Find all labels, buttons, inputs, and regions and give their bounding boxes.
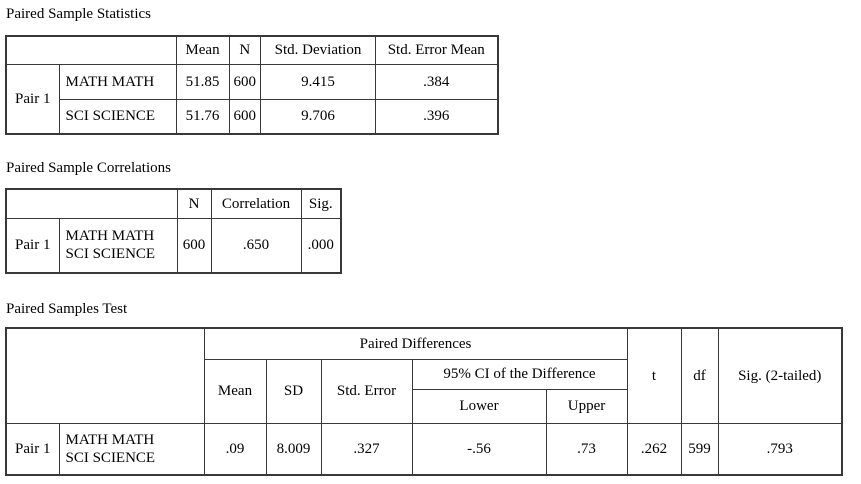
statistics-title: Paired Sample Statistics [6, 6, 151, 22]
sig-value: .793 [717, 422, 843, 476]
test-header-sd: SD [265, 358, 322, 424]
correlations-table: N Correlation Sig. Pair 1 MATH MATH SCI … [5, 188, 342, 274]
test-table: Paired Differences t df Sig. (2-tailed) … [5, 327, 843, 476]
statistics-header-std-error-mean: Std. Error Mean [375, 35, 498, 65]
test-header-std-error: Std. Error [320, 358, 413, 424]
statistics-table: Mean N Std. Deviation Std. Error Mean Pa… [5, 35, 499, 135]
variable-label: MATH MATH [58, 63, 177, 100]
lower-value: -.56 [411, 422, 547, 476]
correlations-title: Paired Sample Correlations [6, 160, 171, 176]
df-value: 599 [680, 422, 719, 476]
table-row: Pair 1 MATH MATH SCI SCIENCE .09 8.009 .… [5, 422, 843, 476]
test-title: Paired Samples Test [6, 301, 128, 317]
pair-label: Pair 1 [5, 422, 60, 476]
pair-label: Pair 1 [5, 217, 60, 274]
statistics-header-n: N [228, 35, 261, 65]
pair-label: Pair 1 [5, 63, 60, 135]
test-header-df: df [680, 327, 719, 424]
test-header-lower: Lower [411, 388, 547, 424]
variable-label: SCI SCIENCE [58, 98, 177, 135]
test-header-t: t [626, 327, 682, 424]
test-header-sig-2-tailed: Sig. (2-tailed) [717, 327, 843, 424]
correlations-header-n: N [176, 188, 212, 219]
correlations-corner-cell [5, 188, 178, 219]
mean-value: 51.76 [175, 98, 230, 135]
variable-pair-label: MATH MATH SCI SCIENCE [58, 422, 205, 476]
sd-value: 8.009 [265, 422, 322, 476]
statistics-header-mean: Mean [175, 35, 230, 65]
std-error-mean-value: .396 [375, 98, 498, 135]
mean-value: 51.85 [175, 63, 230, 100]
table-row: Pair 1 MATH MATH 51.85 600 9.415 .384 [5, 63, 498, 135]
table-row: Pair 1 MATH MATH SCI SCIENCE 600 .650 .0… [5, 217, 342, 274]
n-value: 600 [228, 63, 261, 100]
variable-line-1: MATH MATH [65, 431, 155, 448]
std-deviation-value: 9.415 [260, 63, 376, 100]
statistics-header-std-deviation: Std. Deviation [260, 35, 376, 65]
upper-value: .73 [545, 422, 628, 476]
test-header-paired-differences: Paired Differences [203, 327, 628, 360]
sig-value: .000 [300, 217, 342, 274]
std-error-mean-value: .384 [375, 63, 498, 100]
correlations-header-correlation: Correlation [210, 188, 302, 219]
table-row: SCI SCIENCE 51.76 600 9.706 .396 [6, 98, 498, 135]
test-header-upper: Upper [545, 388, 628, 424]
std-error-value: .327 [320, 422, 413, 476]
correlation-value: .650 [210, 217, 302, 274]
std-deviation-value: 9.706 [260, 98, 376, 135]
statistics-corner-cell [5, 35, 177, 65]
correlations-header-sig: Sig. [300, 188, 342, 219]
variable-line-2: SCI SCIENCE [65, 449, 156, 466]
mean-value: .09 [203, 422, 267, 476]
n-value: 600 [228, 98, 261, 135]
n-value: 600 [176, 217, 212, 274]
t-value: .262 [626, 422, 682, 476]
variable-line-2: SCI SCIENCE [65, 246, 156, 263]
variable-pair-label: MATH MATH SCI SCIENCE [58, 217, 178, 274]
test-corner-cell [5, 327, 205, 424]
variable-line-1: MATH MATH [65, 228, 155, 245]
test-header-mean: Mean [203, 358, 267, 424]
test-header-95-ci: 95% CI of the Difference [411, 358, 628, 390]
